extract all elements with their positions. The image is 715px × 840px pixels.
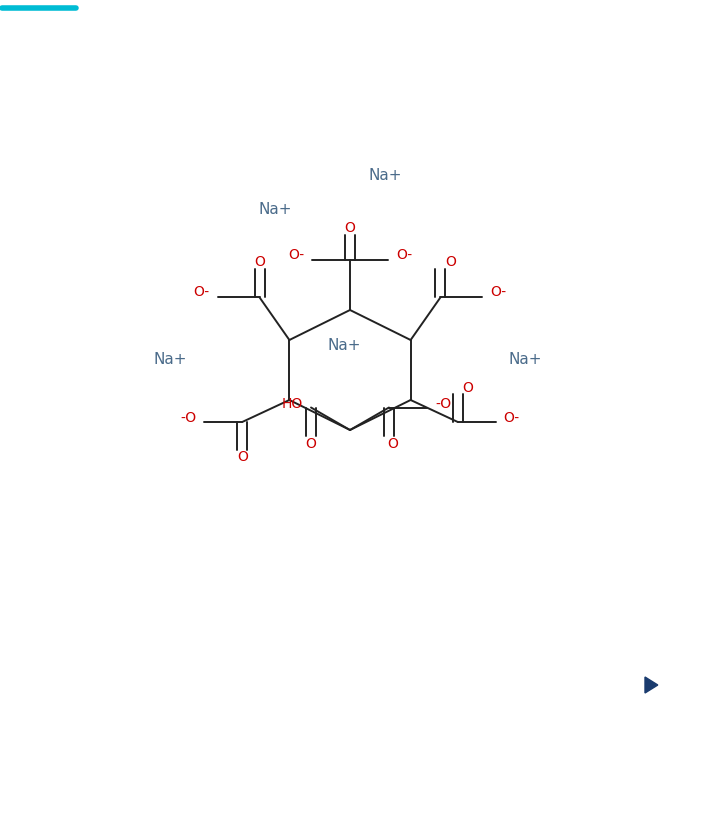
Text: O: O [445,255,456,270]
Text: HO: HO [282,396,303,411]
Text: O: O [305,437,317,450]
Text: O: O [388,437,398,450]
Text: Na+: Na+ [508,353,542,368]
Text: Na+: Na+ [327,338,361,353]
Text: Na+: Na+ [258,202,292,218]
Text: -O: -O [180,411,196,425]
Text: O-: O- [288,248,304,262]
Text: Na+: Na+ [153,353,187,368]
Polygon shape [645,677,658,693]
Text: -O: -O [435,396,451,411]
Text: O: O [345,221,355,235]
Text: O-: O- [396,248,412,262]
Text: O-: O- [490,286,506,299]
Text: O: O [254,255,265,270]
Text: O: O [463,381,473,395]
Text: O-: O- [194,286,209,299]
Text: Na+: Na+ [368,167,402,182]
Text: O-: O- [504,411,520,425]
Text: O: O [237,450,247,464]
